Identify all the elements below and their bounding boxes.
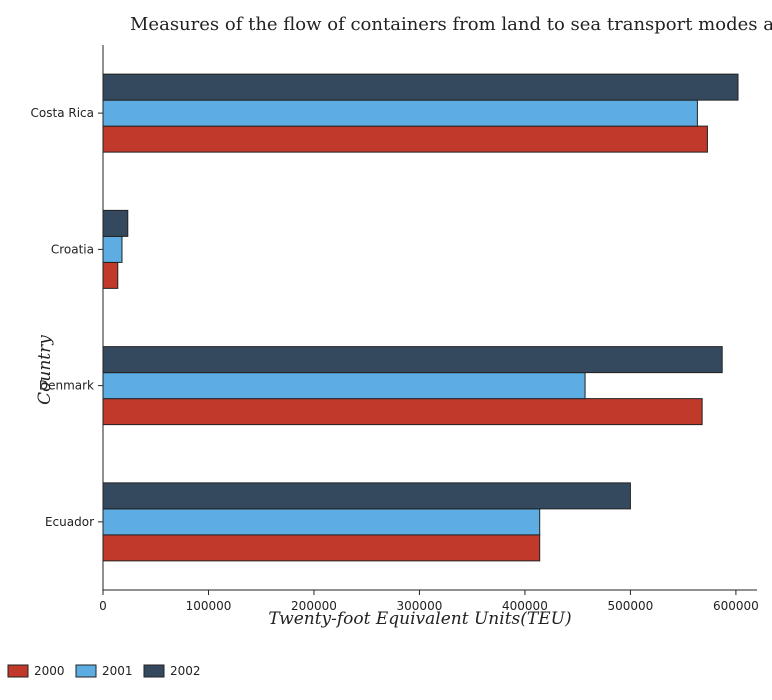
legend-swatch — [7, 664, 29, 678]
bar-2002-ecuador — [102, 482, 631, 510]
bar-2002-croatia — [102, 209, 129, 237]
bar-2001-costa-rica — [102, 99, 698, 127]
legend-label: 2001 — [102, 664, 133, 678]
bar-2001-ecuador — [102, 508, 541, 536]
legend: 2000 2001 2002 — [7, 664, 201, 678]
legend-label: 2000 — [34, 664, 65, 678]
y-tick-label: Ecuador — [45, 515, 94, 529]
x-tick-label: 500000 — [608, 599, 654, 613]
x-tick-label: 200000 — [291, 599, 337, 613]
bar-2001-croatia — [102, 235, 123, 263]
y-tick-label: Croatia — [51, 242, 94, 256]
bar-2000-ecuador — [102, 534, 541, 562]
bar-2000-costa-rica — [102, 125, 708, 153]
x-axis-ticks: 0 100000 200000 300000 400000 500000 600000 — [99, 590, 759, 613]
bar-2001-denmark — [102, 372, 586, 400]
legend-label: 2002 — [170, 664, 201, 678]
x-tick-label: 100000 — [186, 599, 232, 613]
chart-title: Measures of the flow of containers from … — [130, 14, 772, 35]
legend-swatch — [143, 664, 165, 678]
x-tick-label: 400000 — [502, 599, 548, 613]
x-tick-label: 300000 — [397, 599, 443, 613]
x-axis-label: Twenty-foot Equivalent Units(TEU) — [268, 609, 571, 629]
x-tick-label: 600000 — [713, 599, 759, 613]
legend-swatch — [75, 664, 97, 678]
y-tick-label: Costa Rica — [31, 106, 94, 120]
x-tick-label: 0 — [99, 599, 107, 613]
bar-2000-denmark — [102, 398, 703, 426]
y-axis-label: Country — [35, 335, 55, 405]
bar-2000-croatia — [102, 261, 119, 289]
bar-2002-denmark — [102, 346, 723, 374]
plot-area — [102, 45, 757, 591]
y-axis-ticks: Costa Rica Croatia Denmark Ecuador — [31, 106, 103, 529]
bar-2002-costa-rica — [102, 73, 739, 101]
y-tick-label: Denmark — [39, 379, 94, 393]
